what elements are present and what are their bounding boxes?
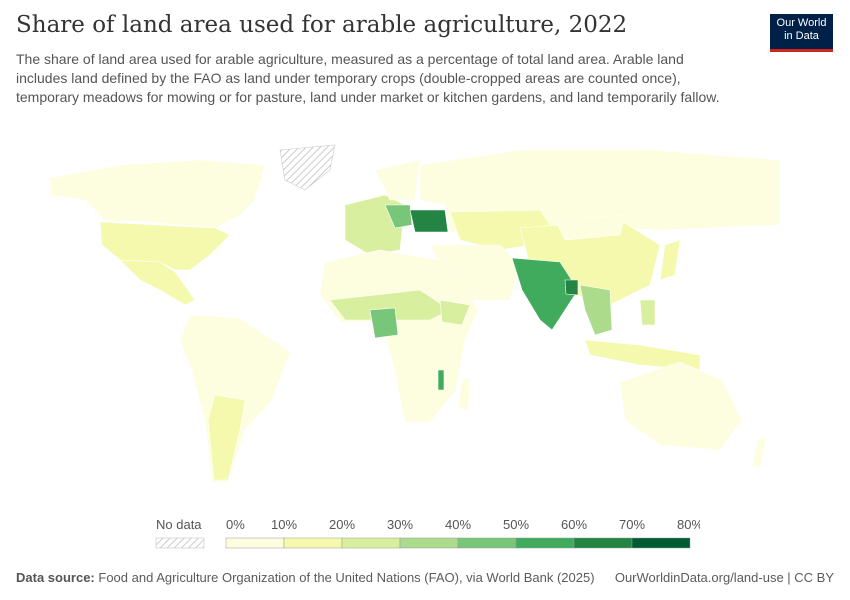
region-africa[interactable] <box>319 249 479 423</box>
country-bangladesh[interactable] <box>564 279 579 296</box>
chart-subtitle: The share of land area used for arable a… <box>16 51 720 105</box>
country-mexico[interactable] <box>119 259 196 306</box>
source-label: Data source: <box>16 570 95 585</box>
region-sahel[interactable] <box>329 289 451 321</box>
region-scandinavia[interactable] <box>374 159 421 201</box>
country-canada[interactable] <box>49 159 266 229</box>
world-map <box>49 144 781 483</box>
logo-line2: in Data <box>784 30 819 42</box>
data-source: Data source: Food and Agriculture Organi… <box>16 570 595 585</box>
legend-tick-label: 40% <box>445 517 471 532</box>
legend-tick-label: 80% <box>677 517 700 532</box>
source-text: Food and Agriculture Organization of the… <box>98 570 595 585</box>
country-india[interactable] <box>511 257 579 331</box>
country-japan[interactable] <box>659 239 681 281</box>
country-malawi[interactable] <box>437 369 445 391</box>
legend-bin[interactable] <box>399 537 459 549</box>
legend-no-data-label: No data <box>156 517 202 532</box>
country-australia[interactable] <box>619 361 743 451</box>
legend-tick-label: 10% <box>271 517 297 532</box>
legend-bin[interactable] <box>283 537 343 549</box>
country-usa[interactable] <box>99 221 231 271</box>
legend-tick-label: 0% <box>226 517 245 532</box>
legend-tick-label: 50% <box>503 517 529 532</box>
legend-bin[interactable] <box>573 537 633 549</box>
country-argentina[interactable] <box>207 394 246 481</box>
country-ukraine[interactable] <box>409 209 449 233</box>
legend-tick-label: 60% <box>561 517 587 532</box>
legend-no-data-swatch[interactable] <box>155 537 205 549</box>
country-madagascar[interactable] <box>457 377 471 411</box>
country-greenland[interactable] <box>279 144 336 191</box>
footer: Data source: Food and Agriculture Organi… <box>16 570 834 585</box>
country-nigeria[interactable] <box>369 307 399 339</box>
country-new-zealand[interactable] <box>751 437 767 469</box>
owid-logo[interactable]: Our World in Data <box>770 14 833 52</box>
legend-tick-label: 70% <box>619 517 645 532</box>
legend-bin[interactable] <box>515 537 575 549</box>
region-southeast-asia[interactable] <box>579 284 613 336</box>
country-ethiopia[interactable] <box>439 299 471 326</box>
country-poland[interactable] <box>384 204 413 229</box>
legend-bin[interactable] <box>225 537 285 549</box>
color-legend: No data 0% 10% 20% 30% 40% 50% 60% 70% 80% <box>155 517 700 549</box>
country-philippines[interactable] <box>639 299 656 326</box>
legend-tick-label: 20% <box>329 517 355 532</box>
country-mongolia[interactable] <box>554 214 626 241</box>
legend-bin[interactable] <box>631 537 691 549</box>
chart-title: Share of land area used for arable agric… <box>16 12 628 38</box>
legend-tick-label: 30% <box>387 517 413 532</box>
legend-bin[interactable] <box>341 537 401 549</box>
owid-link[interactable]: OurWorldinData.org/land-use | CC BY <box>614 570 834 585</box>
legend-bin[interactable] <box>457 537 517 549</box>
region-indonesia[interactable] <box>584 339 701 371</box>
logo-line1: Our World <box>776 17 827 29</box>
